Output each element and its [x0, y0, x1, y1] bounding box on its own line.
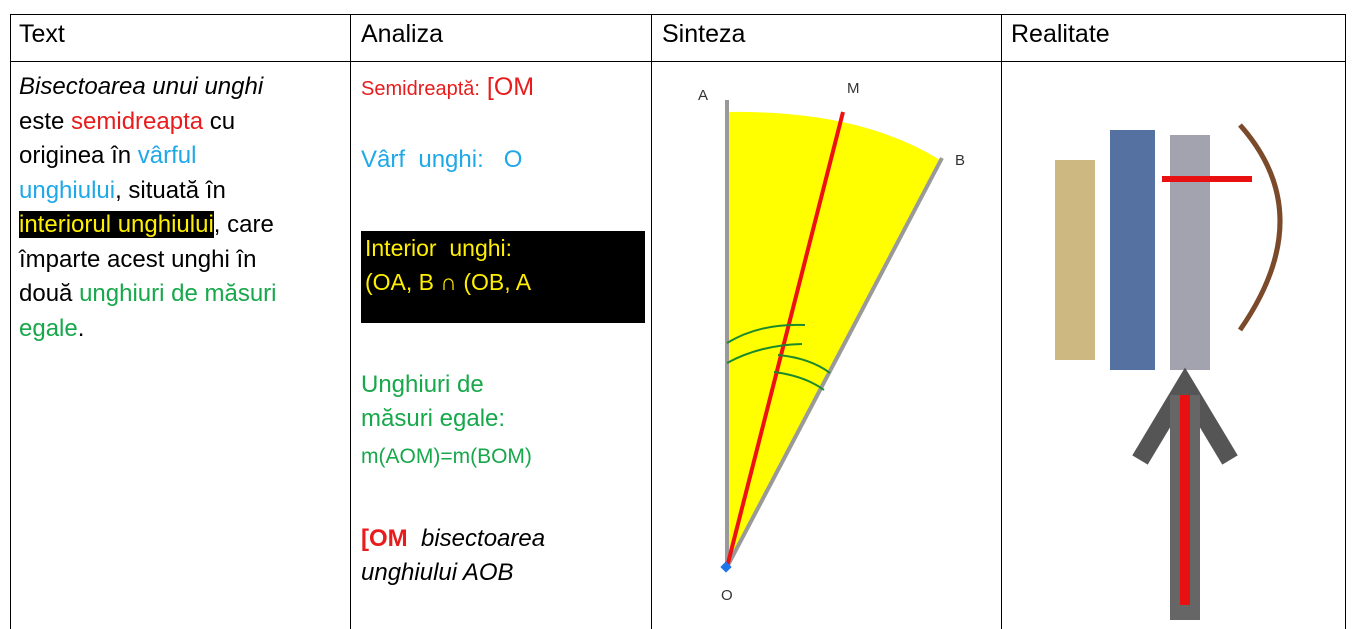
arrow-picture [1140, 385, 1230, 620]
archers-picture [1055, 125, 1280, 370]
page: Text Analiza Sinteza Realitate Bisectoar… [0, 0, 1354, 629]
angle-interior [727, 112, 940, 567]
label: O [721, 587, 733, 604]
illustrations: A M B O [0, 0, 1354, 629]
label: A [698, 87, 708, 104]
label: B [955, 152, 965, 169]
label: M [847, 80, 860, 97]
